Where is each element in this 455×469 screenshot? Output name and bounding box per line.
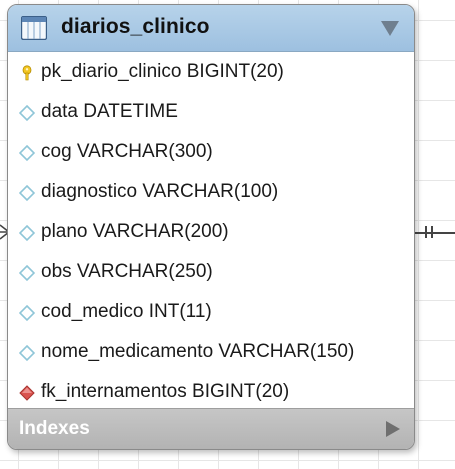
diamond-icon <box>19 145 35 161</box>
diamond-icon <box>19 105 35 121</box>
column-label: diagnostico VARCHAR(100) <box>41 181 279 202</box>
table-title: diarios_clinico <box>61 15 210 38</box>
column-label: data DATETIME <box>41 101 178 122</box>
column-row[interactable]: fk_internamentos BIGINT(20) <box>8 372 414 412</box>
indexes-label: Indexes <box>19 418 90 439</box>
column-label: pk_diario_clinico BIGINT(20) <box>41 61 284 82</box>
column-row[interactable]: plano VARCHAR(200) <box>8 212 414 252</box>
column-row[interactable]: cod_medico INT(11) <box>8 292 414 332</box>
diamond-icon <box>19 305 35 321</box>
key-icon <box>22 65 32 81</box>
diamond-icon <box>19 225 35 241</box>
column-label: cod_medico INT(11) <box>41 301 212 322</box>
diamond-icon <box>19 185 35 201</box>
column-label: fk_internamentos BIGINT(20) <box>41 381 290 402</box>
expand-chevron-right-icon[interactable] <box>386 421 400 437</box>
column-label: plano VARCHAR(200) <box>41 221 229 242</box>
column-row[interactable]: nome_medicamento VARCHAR(150) <box>8 332 414 372</box>
column-row[interactable]: cog VARCHAR(300) <box>8 132 414 172</box>
column-label: obs VARCHAR(250) <box>41 261 213 282</box>
column-row[interactable]: data DATETIME <box>8 92 414 132</box>
red-diamond-icon <box>19 385 35 401</box>
relationship-bar-1 <box>425 226 427 238</box>
collapse-chevron-down-icon[interactable] <box>381 21 399 36</box>
table-icon <box>21 16 47 40</box>
indexes-section[interactable]: Indexes <box>8 408 414 449</box>
column-row[interactable]: obs VARCHAR(250) <box>8 252 414 292</box>
column-label: cog VARCHAR(300) <box>41 141 213 162</box>
relationship-line-right <box>415 232 455 234</box>
column-label: nome_medicamento VARCHAR(150) <box>41 341 355 362</box>
column-row[interactable]: pk_diario_clinico BIGINT(20) <box>8 52 414 92</box>
table-header[interactable]: diarios_clinico <box>8 5 414 52</box>
table-diarios-clinico[interactable]: diarios_clinico pk_diario_clinico BIGINT… <box>7 4 415 450</box>
diamond-icon <box>19 345 35 361</box>
column-list: pk_diario_clinico BIGINT(20) data DATETI… <box>8 52 414 412</box>
relationship-bar-2 <box>431 226 433 238</box>
column-row[interactable]: diagnostico VARCHAR(100) <box>8 172 414 212</box>
diamond-icon <box>19 265 35 281</box>
